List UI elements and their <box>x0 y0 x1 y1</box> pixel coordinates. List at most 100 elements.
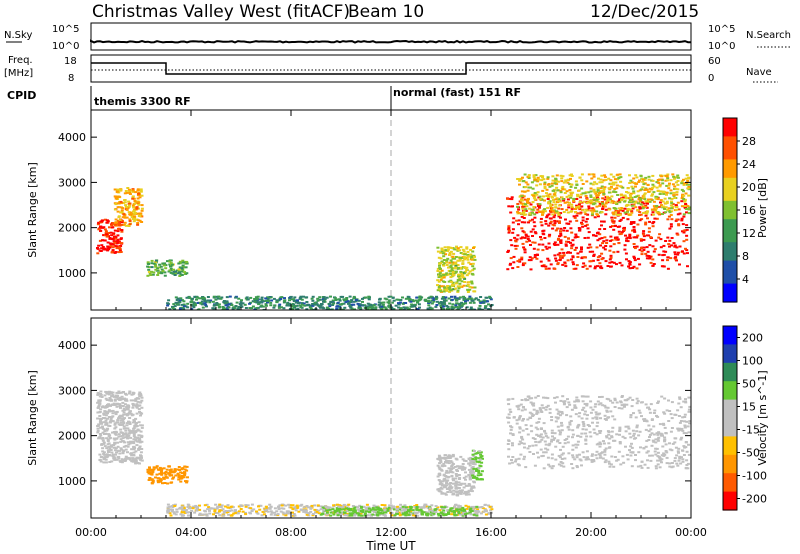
velocity-cell <box>478 450 482 453</box>
velocity-cell <box>182 514 185 517</box>
power-cell <box>113 223 117 226</box>
power-cell <box>677 224 681 227</box>
power-cell <box>676 176 680 179</box>
power-cell <box>565 222 569 225</box>
velocity-cell <box>222 511 226 514</box>
power-cell <box>609 265 613 268</box>
power-cell <box>610 216 614 219</box>
power-cell <box>120 229 124 231</box>
velocity-cell <box>477 471 481 474</box>
power-cell <box>630 196 634 199</box>
velocity-cell <box>462 476 466 479</box>
velocity-cell <box>599 417 602 420</box>
power-cell <box>538 183 542 186</box>
power-cell <box>612 228 616 231</box>
power-cell <box>150 270 154 273</box>
power-cell <box>598 204 602 207</box>
velocity-cell <box>464 493 468 496</box>
power-cell <box>190 300 194 303</box>
velocity-cell <box>471 458 475 460</box>
velocity-cell <box>291 511 294 514</box>
velocity-cell <box>436 475 440 478</box>
power-cell <box>572 200 576 202</box>
velocity-cell <box>561 462 565 465</box>
power-cell <box>619 176 623 179</box>
power-cell <box>253 298 257 300</box>
power-cell <box>578 228 582 231</box>
power-cell <box>182 300 186 303</box>
velocity-cell <box>128 421 132 424</box>
power-cell <box>616 194 620 196</box>
power-cell <box>619 232 623 235</box>
power-cell <box>623 200 627 203</box>
velocity-cell <box>345 514 349 517</box>
power-cell <box>427 300 431 303</box>
velocity-cell <box>438 462 442 465</box>
velocity-cell <box>170 470 174 473</box>
velocity-cell <box>137 421 141 424</box>
power-cell <box>510 198 514 201</box>
power-cell <box>506 197 510 200</box>
velocity-cell <box>452 492 456 495</box>
power-cell <box>117 227 120 230</box>
power-cell <box>539 221 543 224</box>
velocity-cell <box>440 457 444 460</box>
power-cell <box>555 210 559 213</box>
power-cell <box>139 190 143 193</box>
velocity-cell <box>109 416 113 419</box>
power-cell <box>297 302 300 305</box>
velocity-cell <box>180 472 184 475</box>
power-cell <box>253 300 257 303</box>
power-cell <box>388 304 391 307</box>
power-cell <box>532 221 536 224</box>
power-cell <box>516 234 520 237</box>
power-colorbar-segment <box>723 131 737 137</box>
power-cell <box>342 298 346 301</box>
velocity-cell <box>276 513 280 516</box>
power-cell <box>656 198 660 201</box>
power-cell <box>612 175 616 178</box>
power-colorbar-tick-label: 8 <box>742 250 749 263</box>
velocity-cell <box>291 508 295 511</box>
power-cell <box>592 188 596 191</box>
power-cell <box>592 175 596 178</box>
power-cell <box>562 251 566 254</box>
velocity-cell <box>248 511 252 514</box>
power-cell <box>574 186 578 189</box>
velocity-cell <box>128 458 132 461</box>
velocity-cell <box>309 507 313 510</box>
power-cell <box>292 298 296 301</box>
power-cell <box>636 209 640 212</box>
velocity-cell <box>186 476 189 479</box>
power-cell <box>669 189 673 192</box>
power-cell <box>222 301 226 304</box>
velocity-cell <box>520 442 524 445</box>
velocity-cell <box>478 464 482 467</box>
velocity-cell <box>132 438 136 441</box>
power-cell <box>482 300 485 303</box>
velocity-cell <box>114 426 118 429</box>
power-cell <box>469 308 473 310</box>
velocity-cell <box>396 512 399 515</box>
velocity-cell <box>96 431 100 434</box>
power-cell <box>615 213 619 216</box>
power-cell <box>536 176 540 179</box>
velocity-region-5 <box>471 449 484 481</box>
power-cell <box>631 187 635 190</box>
velocity-cell <box>452 489 456 492</box>
velocity-cell <box>343 511 347 514</box>
power-cell <box>667 215 671 218</box>
power-cell <box>473 258 477 261</box>
power-cell <box>446 257 450 260</box>
power-cell <box>543 183 547 186</box>
velocity-cell <box>117 390 121 393</box>
power-cell <box>532 196 536 199</box>
power-cell <box>651 186 655 189</box>
power-cell <box>599 265 603 268</box>
velocity-cell <box>328 508 332 511</box>
velocity-cell <box>134 438 138 441</box>
velocity-cell <box>127 429 131 432</box>
power-cell <box>561 185 565 188</box>
velocity-cell <box>114 437 118 440</box>
velocity-cell <box>414 512 418 515</box>
